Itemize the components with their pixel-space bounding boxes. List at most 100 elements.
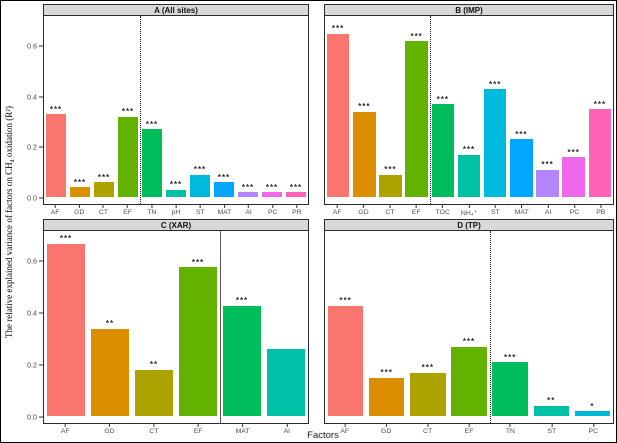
- plot-area-d: *** *** *** *** *** ** *: [324, 230, 614, 424]
- facet-strip-d: D (TP): [324, 219, 614, 230]
- x-tick-B-PC: PC: [570, 205, 579, 216]
- x-axis-ticks-b: AF GD CT EF TOC NH₄⁺ ST MAT AI PC PB: [324, 205, 614, 217]
- x-tick-C-GD: GD: [104, 424, 115, 435]
- x-tick-label: PR: [292, 209, 302, 216]
- significance-stars-A-GD: ***: [73, 177, 87, 187]
- y-tick-0.2: 0.2: [27, 361, 43, 370]
- bar-B-PB: [588, 109, 612, 198]
- significance-stars-B-PB: ***: [593, 99, 607, 109]
- x-tick-mark: [344, 424, 346, 427]
- bar-C-GD: [91, 328, 129, 417]
- bar-C-AF: [47, 243, 85, 417]
- bar-B-AI: [536, 169, 559, 198]
- significance-stars-D-ST: **: [547, 396, 556, 406]
- x-tick-A-AF: AF: [51, 205, 59, 216]
- panel-b-imp: B (IMP) *** *** *** *** *** *** *** *** *** *** **…: [324, 4, 614, 217]
- y-tick-mark: [39, 260, 43, 262]
- bar-D-GD: [369, 377, 405, 417]
- x-tick-mark: [509, 424, 511, 427]
- x-tick-label: GD: [74, 209, 85, 216]
- facet-strip-c: C (XAR): [43, 219, 309, 230]
- x-tick-mark: [296, 205, 298, 208]
- x-tick-mark: [389, 205, 391, 208]
- x-tick-label: PC: [569, 209, 580, 216]
- panel-a-all-sites: A (All sites) *** *** *** *** *** *** *** *** **…: [43, 4, 309, 217]
- plot-area-c: *** ** ** *** ***: [43, 230, 309, 424]
- x-tick-D-EF: EF: [465, 424, 473, 435]
- group-divider-line: [429, 16, 431, 204]
- x-tick-mark: [573, 205, 575, 208]
- bar-A-TN: [141, 129, 163, 198]
- bar-A-MAT: [213, 182, 235, 198]
- significance-stars-A-ST: ***: [193, 165, 207, 175]
- bar-C-EF: [179, 267, 217, 417]
- x-tick-B-CT: CT: [385, 205, 394, 216]
- x-tick-label: MAT: [235, 428, 250, 435]
- x-tick-mark: [127, 205, 129, 208]
- bar-A-AI: [237, 192, 259, 198]
- y-tick-0.2: 0.2: [27, 143, 43, 152]
- y-tick-0.0: 0.0: [27, 413, 43, 422]
- x-tick-D-AF: AF: [340, 424, 349, 435]
- bar-B-AF: [326, 33, 350, 198]
- x-tick-label: pH: [171, 209, 181, 216]
- x-tick-A-CT: CT: [99, 205, 108, 216]
- x-tick-label: GD: [381, 428, 392, 435]
- x-tick-mark: [427, 424, 429, 427]
- significance-stars-B-TOC: ***: [436, 94, 449, 104]
- panel-d-tp: D (TP) *** *** *** *** *** ** * AF GD CT EF TN ST PC: [324, 219, 614, 436]
- x-tick-mark: [64, 424, 66, 427]
- bar-B-NH₄⁺: [457, 154, 481, 198]
- significance-stars-C-GD: **: [105, 319, 115, 329]
- x-tick-label: ST: [491, 209, 500, 216]
- x-tick-mark: [363, 205, 365, 208]
- x-tick-A-AI: AI: [245, 205, 252, 216]
- x-tick-A-TN: TN: [147, 205, 156, 216]
- x-tick-mark: [336, 205, 338, 208]
- x-tick-B-MAT: MAT: [515, 205, 529, 216]
- x-tick-label: TOC: [435, 209, 450, 216]
- y-axis-top-row: 0.0 0.2 0.4 0.6: [1, 15, 43, 205]
- significance-stars-D-CT: ***: [421, 363, 435, 372]
- bar-B-TOC: [431, 104, 455, 198]
- x-tick-label: EF: [123, 209, 132, 216]
- bar-C-AI: [267, 349, 305, 417]
- x-tick-C-MAT: MAT: [235, 424, 250, 435]
- x-tick-mark: [521, 205, 523, 208]
- facet-title-d: D (TP): [457, 221, 481, 230]
- x-axis-ticks-d: AF GD CT EF TN ST PC: [324, 424, 614, 436]
- facet-title-a: A (All sites): [154, 6, 198, 15]
- bar-B-EF: [405, 41, 428, 198]
- x-tick-mark: [54, 205, 56, 208]
- y-tick-label: 0.4: [27, 308, 37, 318]
- facet-title-b: B (IMP): [455, 6, 483, 15]
- bar-D-TN: [492, 362, 528, 417]
- x-tick-label: TN: [147, 209, 157, 216]
- x-tick-label: PC: [588, 428, 599, 435]
- x-tick-D-GD: GD: [381, 424, 391, 435]
- x-tick-label: PC: [267, 209, 278, 216]
- significance-stars-B-AI: ***: [541, 160, 554, 170]
- x-tick-label: AF: [340, 428, 350, 435]
- group-divider-line: [220, 231, 221, 423]
- significance-stars-B-EF: ***: [410, 31, 423, 41]
- bar-A-AF: [45, 114, 67, 198]
- x-tick-B-AI: AI: [545, 205, 551, 216]
- bar-B-PC: [562, 157, 585, 198]
- bar-A-PR: [285, 192, 307, 198]
- y-tick-mark: [39, 96, 43, 97]
- x-tick-label: GD: [104, 428, 115, 435]
- significance-stars-A-pH: ***: [169, 180, 183, 190]
- bar-D-EF: [451, 346, 487, 417]
- significance-stars-B-ST: ***: [489, 79, 502, 89]
- x-tick-mark: [415, 205, 417, 208]
- x-tick-D-TN: TN: [506, 424, 515, 435]
- x-tick-mark: [600, 205, 602, 208]
- significance-stars-A-TN: ***: [145, 119, 159, 129]
- x-tick-mark: [223, 205, 225, 208]
- group-divider-line: [489, 231, 491, 423]
- y-tick-label: 0.6: [27, 41, 37, 51]
- x-tick-label: NH₄⁺: [460, 210, 478, 217]
- x-tick-mark: [592, 424, 594, 427]
- x-tick-label: AF: [332, 209, 342, 216]
